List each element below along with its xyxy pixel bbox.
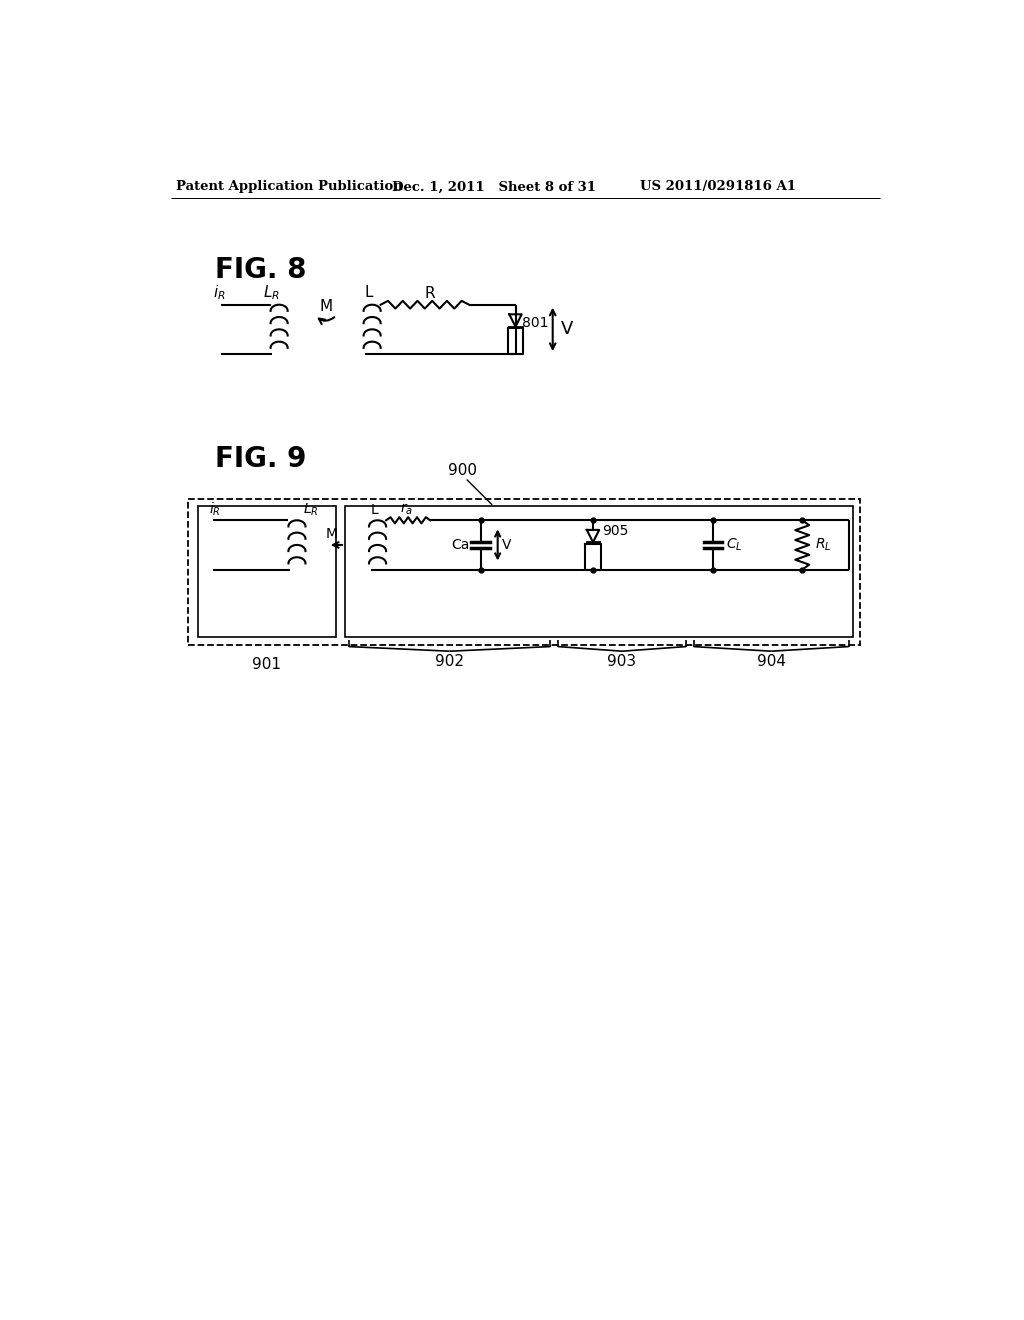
Text: $i_R$: $i_R$ [209,500,220,519]
Text: 903: 903 [607,655,637,669]
Text: 905: 905 [602,524,629,539]
Bar [198,507,336,638]
FancyArrowPatch shape [333,543,342,548]
Text: $C_L$: $C_L$ [726,537,742,553]
Text: $L_R$: $L_R$ [263,282,280,302]
Text: $R_L$: $R_L$ [815,537,831,553]
Text: M: M [319,298,332,314]
Text: $i_R$: $i_R$ [213,282,225,302]
Bar [345,507,853,638]
Text: V: V [560,321,572,338]
Text: 900: 900 [449,463,477,478]
Text: V: V [502,539,511,552]
Text: 902: 902 [435,655,464,669]
Text: Ca: Ca [452,539,470,552]
Text: FIG. 9: FIG. 9 [215,445,306,473]
Text: 904: 904 [757,655,785,669]
Text: L: L [364,285,373,300]
Text: M: M [326,527,338,541]
Text: L: L [371,503,378,516]
Text: R: R [425,286,435,301]
FancyArrowPatch shape [318,317,334,325]
Text: 901: 901 [252,657,282,672]
Text: $L_R$: $L_R$ [303,502,318,517]
Text: $r_a$: $r_a$ [400,502,414,517]
Text: Patent Application Publication: Patent Application Publication [176,181,402,194]
Text: Dec. 1, 2011   Sheet 8 of 31: Dec. 1, 2011 Sheet 8 of 31 [391,181,596,194]
Text: FIG. 8: FIG. 8 [215,256,306,284]
Text: 801: 801 [521,317,548,330]
Text: US 2011/0291816 A1: US 2011/0291816 A1 [640,181,796,194]
Bar [188,499,860,645]
